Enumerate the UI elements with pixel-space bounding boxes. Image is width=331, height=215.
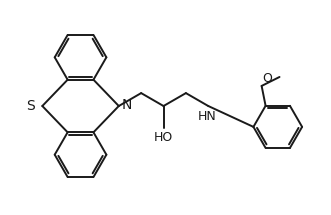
Text: HO: HO bbox=[154, 131, 173, 144]
Text: O: O bbox=[262, 72, 272, 85]
Text: S: S bbox=[26, 99, 35, 113]
Text: HN: HN bbox=[198, 110, 217, 123]
Text: N: N bbox=[122, 98, 132, 112]
